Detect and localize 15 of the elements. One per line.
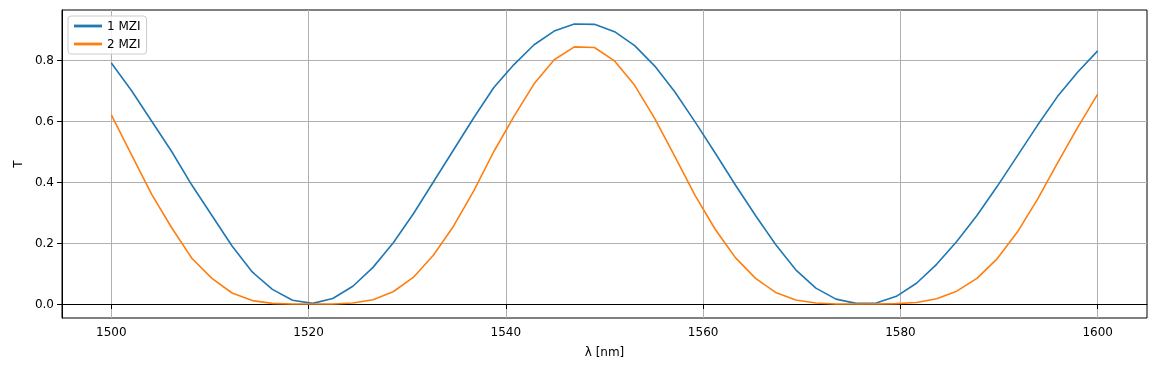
legend-label: 1 MZI xyxy=(107,19,141,33)
y-axis-title: T xyxy=(11,159,25,169)
y-tick-label: 0.2 xyxy=(34,235,54,250)
legend-label: 2 MZI xyxy=(107,37,141,51)
y-tick-label: 0.8 xyxy=(34,53,54,68)
x-tick-label: 1520 xyxy=(293,325,324,339)
x-axis-title: λ [nm] xyxy=(584,345,625,359)
x-tick-label: 1580 xyxy=(885,325,916,339)
x-tick-label: 1600 xyxy=(1082,325,1113,339)
x-tick-label: 1560 xyxy=(687,325,719,339)
x-tick-label: 1500 xyxy=(96,325,127,339)
x-tick-label: 1540 xyxy=(490,325,522,339)
y-tick-label: 0.6 xyxy=(34,114,54,128)
y-tick-label: 0.4 xyxy=(34,174,54,189)
y-tick-label: 0.0 xyxy=(34,296,54,311)
